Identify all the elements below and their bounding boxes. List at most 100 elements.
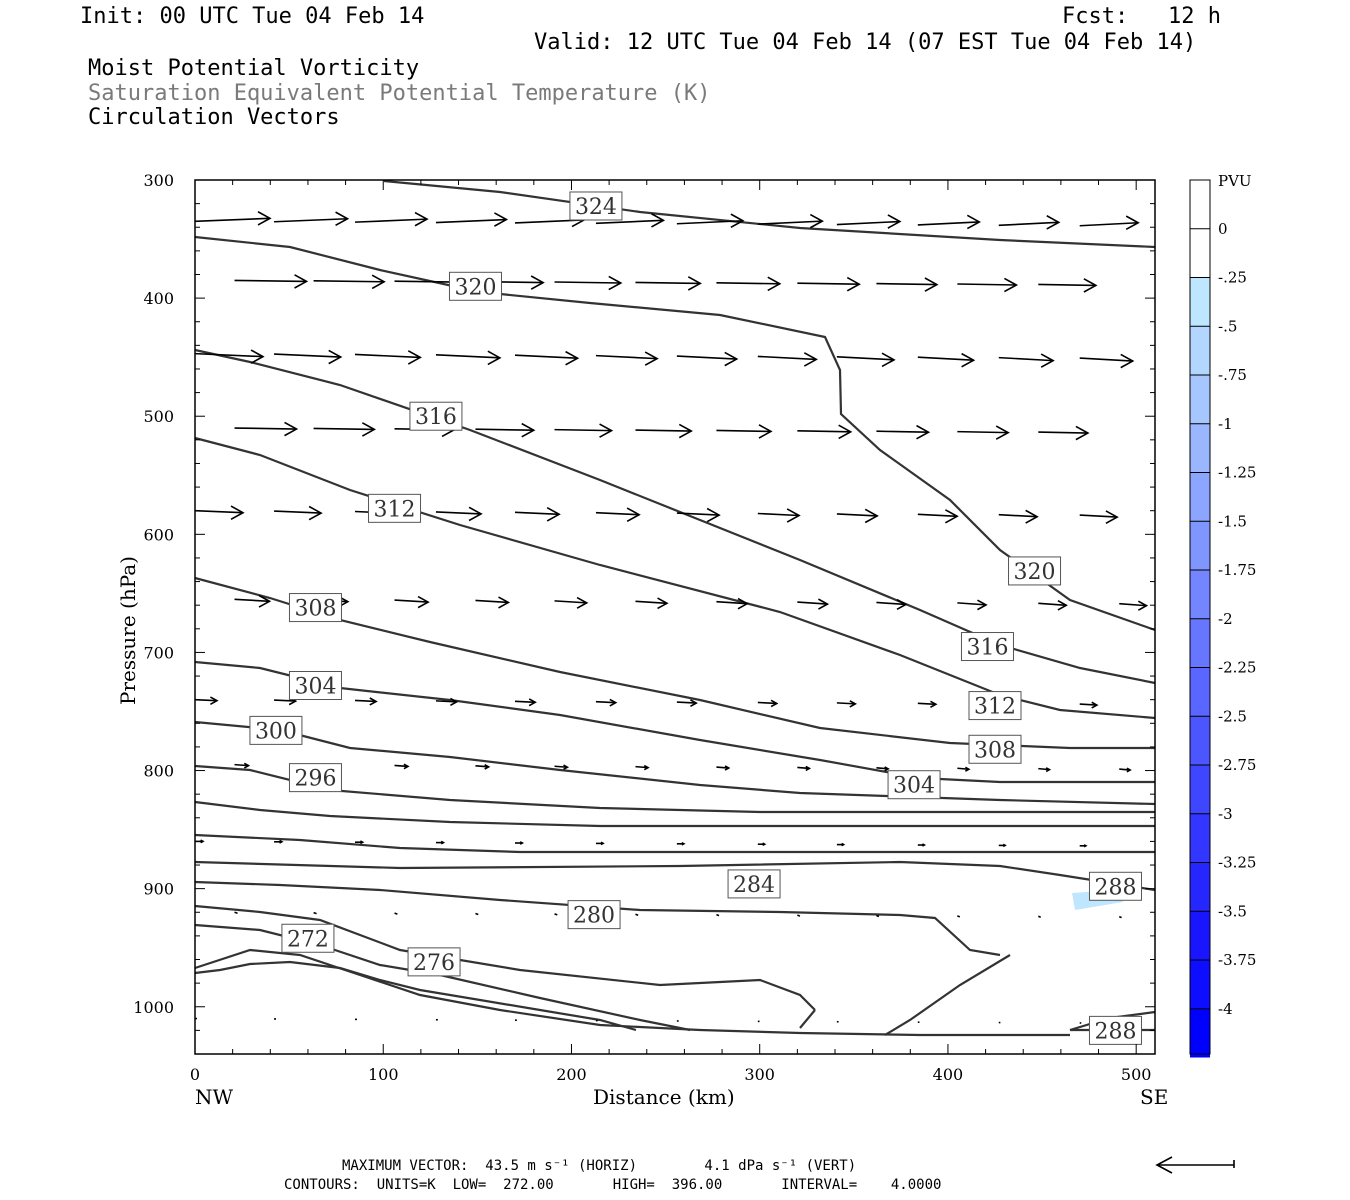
vector-arrow — [1079, 215, 1140, 231]
vector-arrow — [957, 599, 988, 611]
y-tick-label: 700 — [143, 643, 174, 662]
vector-arrow — [595, 841, 605, 846]
vector-arrow — [1038, 599, 1068, 611]
colorbar-label: -3.75 — [1218, 951, 1256, 969]
vector-arrow — [635, 764, 650, 771]
vector-arrow — [836, 508, 879, 524]
vector-arrow — [234, 421, 299, 437]
colorbar-cell — [1190, 326, 1210, 375]
colorbar-cell — [1190, 618, 1210, 668]
colorbar-cell — [1190, 228, 1210, 278]
svg-text:320: 320 — [454, 275, 496, 300]
vector-arrow — [876, 277, 939, 292]
colorbar-cell — [1190, 375, 1210, 424]
contour-label: 320 — [1008, 556, 1062, 586]
svg-text:312: 312 — [974, 695, 1016, 720]
vector-arrow — [716, 913, 720, 917]
vector-arrow — [354, 211, 429, 227]
contour-line — [884, 954, 1011, 1036]
x-tick-label: 0 — [190, 1065, 200, 1084]
y-tick-label: 500 — [143, 407, 174, 426]
vector-arrow — [998, 843, 1007, 848]
colorbar-label: -3.25 — [1218, 854, 1256, 872]
colorbar-label: -3.5 — [1218, 902, 1247, 920]
colorbar-cell — [1190, 1008, 1210, 1058]
vector-arrow — [595, 213, 666, 228]
svg-text:316: 316 — [966, 636, 1008, 661]
vector-arrow — [595, 351, 659, 366]
vector-arrow — [836, 700, 858, 708]
y-tick-label: 400 — [143, 289, 174, 308]
colorbar-cell — [1190, 813, 1210, 863]
vector-arrow — [716, 276, 782, 292]
svg-text:308: 308 — [974, 738, 1016, 763]
contour-labels: 324 320 316 312 320 308 316 304 312 300 308 296 304 2… — [249, 191, 1142, 1045]
vector-arrow — [957, 915, 961, 918]
vector-arrow — [876, 598, 908, 611]
vector-arrow — [194, 505, 245, 521]
vector-arrow — [876, 424, 931, 440]
vector-arrow — [394, 595, 430, 609]
colorbar-cell — [1190, 960, 1210, 1009]
vector-arrow — [836, 842, 846, 847]
colorbar-label: -1.5 — [1218, 512, 1247, 530]
vector-arrow — [917, 509, 959, 524]
field-title-mpv: Moist Potential Vorticity — [88, 56, 420, 81]
vector-arrow — [313, 422, 377, 437]
y-tick-label: 600 — [143, 525, 174, 544]
vector-arrow — [514, 507, 561, 522]
svg-text:284: 284 — [733, 873, 775, 898]
vector-arrow — [1038, 278, 1098, 293]
vector-arrow — [1079, 353, 1135, 369]
svg-text:304: 304 — [294, 675, 336, 700]
contour-label: 296 — [288, 763, 342, 793]
contour-label: 288 — [1088, 1015, 1142, 1045]
y-tick-label: 800 — [143, 762, 174, 781]
vector-arrow — [394, 763, 410, 770]
vector-arrow — [998, 353, 1055, 368]
colorbar-cell — [1190, 423, 1210, 473]
init-time: Init: 00 UTC Tue 04 Feb 14 — [80, 4, 425, 29]
contour-line — [194, 235, 1156, 632]
colorbar-cell — [1190, 277, 1210, 327]
vector-arrow — [957, 425, 1010, 440]
x-tick-label: 300 — [744, 1065, 775, 1084]
vector-arrow — [274, 211, 350, 227]
colorbar-cell — [1190, 862, 1210, 912]
vector-arrow — [234, 274, 309, 289]
vector-arrow — [274, 349, 343, 365]
colorbar-cell — [1190, 521, 1210, 570]
vector-arrow — [635, 423, 693, 439]
vector-arrow — [554, 275, 623, 291]
contour-line — [194, 764, 1155, 814]
contour-line — [194, 904, 816, 1011]
vector-arrow — [998, 215, 1061, 230]
vector-arrow — [435, 350, 502, 366]
contour-label: 304 — [887, 770, 941, 800]
vector-arrow — [313, 911, 317, 915]
colorbar-cell — [1190, 716, 1210, 765]
colorbar-label: -1 — [1218, 415, 1233, 433]
vector-arrow — [1037, 915, 1042, 919]
vector-arrow — [1079, 510, 1119, 524]
vector-arrow — [355, 840, 365, 845]
svg-text:324: 324 — [575, 195, 617, 220]
vector-arrow — [676, 699, 698, 707]
vector-arrow — [554, 596, 589, 609]
vector-arrow — [274, 839, 284, 844]
contour-label: 308 — [968, 734, 1022, 764]
contour-line — [194, 880, 1001, 957]
vector-arrow — [435, 506, 483, 522]
colorbar-title: PVU — [1218, 172, 1252, 190]
contour-label: 316 — [960, 632, 1014, 662]
vector-arrow — [676, 351, 739, 367]
axes: 0 100 200 300 400 500 300 400 500 600 700 800 900 100… — [133, 171, 1155, 1084]
vector-arrow — [475, 763, 491, 770]
colorbar-label: -2.25 — [1218, 659, 1256, 677]
vector-arrow — [595, 698, 618, 707]
vector-arrow — [917, 843, 927, 847]
vector-arrow — [757, 699, 779, 708]
contour-label: 276 — [407, 947, 461, 977]
vector-arrow — [957, 766, 971, 772]
vector-arrow — [514, 698, 537, 707]
